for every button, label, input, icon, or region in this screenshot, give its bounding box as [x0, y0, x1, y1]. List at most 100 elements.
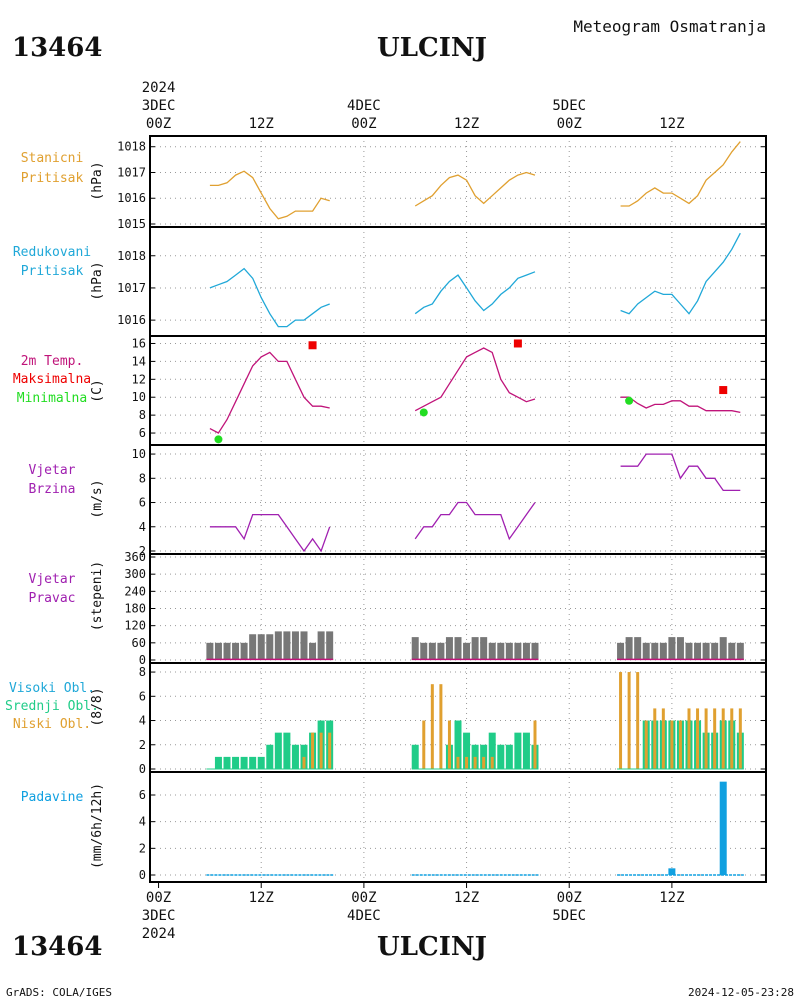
series-line	[414, 171, 536, 207]
wind-dir-bar	[309, 642, 317, 660]
wind-dir-bar	[266, 634, 274, 660]
y-tick-label: 6	[139, 426, 146, 440]
wind-dir-bar	[736, 642, 744, 660]
panel-unit: (8/8)	[90, 687, 105, 726]
time-date-label-top: 4DEC	[347, 98, 381, 114]
panel-label: Visoki Obl.	[9, 681, 95, 696]
wind-dir-bar	[420, 642, 428, 660]
series-line	[620, 232, 741, 315]
low-cloud-bar	[678, 720, 682, 769]
low-cloud-bar	[319, 732, 323, 769]
tmin-marker	[625, 396, 634, 405]
panel-unit: (hPa)	[90, 161, 105, 200]
panel-unit: (m/s)	[90, 479, 105, 518]
footer-credit: GrADS: COLA/IGES	[6, 986, 112, 999]
tmax-marker	[513, 339, 522, 348]
panel-label: Stanicni	[21, 151, 84, 166]
wind-dir-bar	[223, 642, 231, 660]
panel-station_pressure: 1015 1016 1017 1018 Stanicni Pritisak (hPa)	[21, 135, 767, 231]
y-tick-label: 4	[139, 714, 146, 728]
wind-dir-bar	[514, 642, 522, 660]
low-cloud-bar	[653, 708, 657, 769]
wind-dir-bar	[300, 631, 308, 660]
wind-dir-bar	[676, 637, 684, 660]
series-line	[620, 453, 741, 492]
y-tick-label: 1017	[117, 165, 146, 179]
mid-cloud-bar	[291, 744, 299, 769]
wind-dir-bar	[651, 642, 659, 660]
low-cloud-bar	[721, 708, 725, 769]
y-tick-label: 8	[139, 408, 146, 422]
low-cloud-bar	[533, 720, 537, 769]
low-cloud-bar	[422, 720, 426, 769]
y-tick-label: 1018	[117, 140, 146, 154]
time-hour-label-top: 12Z	[249, 116, 274, 132]
panel-label: Srednji Obl.	[5, 699, 99, 714]
wind-dir-bar	[463, 642, 471, 660]
mid-cloud-bar	[454, 720, 462, 769]
wind-dir-bar	[694, 642, 702, 660]
wind-dir-bar	[702, 642, 710, 660]
panel-label: Brzina	[29, 482, 76, 497]
time-hour-label-top: 12Z	[454, 116, 479, 132]
panel-label: Niski Obl.	[13, 717, 91, 732]
series-line	[620, 141, 741, 207]
wind-dir-bar	[634, 637, 642, 660]
wind-dir-bar	[625, 637, 633, 660]
panel-label: Pravac	[29, 591, 76, 606]
wind-dir-bar	[240, 642, 248, 660]
mid-cloud-bar	[497, 744, 505, 769]
precip-bar	[668, 868, 676, 875]
wind-dir-bar	[214, 642, 222, 660]
panel-frame	[149, 335, 767, 446]
low-cloud-bar	[738, 708, 742, 769]
panel-unit: (stepeni)	[90, 561, 105, 631]
time-axis-bottom: 00Z 3DEC 12Z 00Z 4DEC 12Z 00Z 5DEC 12Z 2024	[142, 882, 685, 942]
station-name-top: ULCINJ	[377, 33, 487, 63]
wind-dir-bar	[522, 642, 530, 660]
time-year-label-bottom: 2024	[142, 926, 176, 942]
tmax-marker	[308, 341, 317, 350]
wind-dir-bar	[249, 634, 257, 660]
wind-dir-bar	[274, 631, 282, 660]
series-line	[209, 170, 330, 220]
y-tick-label: 2	[139, 841, 146, 855]
y-tick-label: 12	[132, 372, 146, 386]
low-cloud-bar	[713, 708, 717, 769]
time-hour-label-bottom: 12Z	[454, 890, 479, 906]
panel-label: Pritisak	[21, 171, 84, 186]
panel-precip: 0 2 4 6 Padavine (mm/6h/12h)	[21, 771, 767, 883]
time-hour-label-bottom: 00Z	[146, 890, 171, 906]
station-id-bottom: 13464	[12, 932, 102, 962]
panel-unit: (mm/6h/12h)	[90, 783, 105, 869]
wind-dir-bar	[445, 637, 453, 660]
time-year-label-top: 2024	[142, 80, 176, 96]
time-hour-label-top: 00Z	[146, 116, 171, 132]
y-tick-label: 2	[139, 544, 146, 558]
wind-dir-bar	[471, 637, 479, 660]
time-date-label-bottom: 4DEC	[347, 908, 381, 924]
y-tick-label: 14	[132, 354, 146, 368]
mid-cloud-bar	[505, 744, 513, 769]
y-tick-label: 240	[124, 584, 146, 598]
wind-dir-bar	[206, 642, 214, 660]
y-tick-label: 0	[139, 653, 146, 667]
y-tick-label: 8	[139, 665, 146, 679]
time-hour-label-top: 00Z	[557, 116, 582, 132]
mid-cloud-bar	[514, 732, 522, 769]
low-cloud-bar	[456, 756, 460, 769]
panel-temperature: 6 8 10 12 14 16 2m Temp. Maksimalna Minimalna (C)	[13, 335, 767, 446]
low-cloud-bar	[704, 708, 708, 769]
wind-dir-bar	[291, 631, 299, 660]
panel-label: 2m Temp.	[21, 354, 84, 369]
y-tick-label: 1018	[117, 249, 146, 263]
low-cloud-bar	[311, 732, 315, 769]
time-date-label-bottom: 5DEC	[552, 908, 586, 924]
series-line	[414, 271, 536, 315]
low-cloud-bar	[473, 756, 477, 769]
time-hour-label-bottom: 12Z	[659, 890, 684, 906]
y-tick-label: 0	[139, 762, 146, 776]
time-date-label-top: 5DEC	[552, 98, 586, 114]
